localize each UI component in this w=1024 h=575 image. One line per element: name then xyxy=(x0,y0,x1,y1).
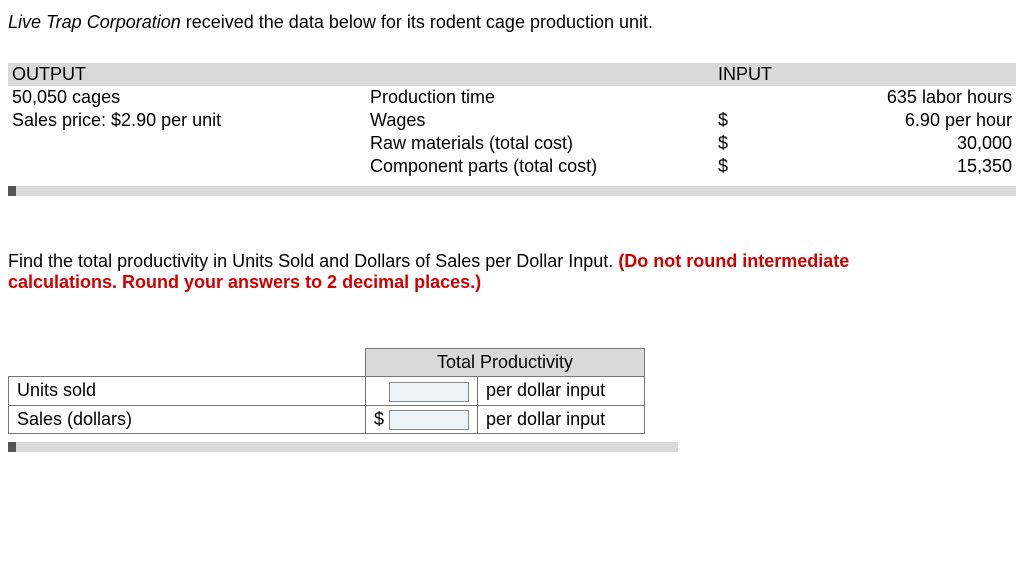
company-name: Live Trap Corporation xyxy=(8,12,181,32)
answer-row-label: Sales (dollars) xyxy=(9,405,366,434)
answer-row-label: Units sold xyxy=(9,377,366,406)
input-value: 30,000 xyxy=(750,132,1016,155)
input-value: 6.90 per hour xyxy=(750,109,1016,132)
answer-unit: per dollar input xyxy=(478,405,645,434)
input-header: INPUT xyxy=(714,63,1016,86)
divider-bar xyxy=(8,186,1016,196)
answer-header: Total Productivity xyxy=(366,349,645,377)
input-label: Wages xyxy=(366,109,714,132)
input-label: Raw materials (total cost) xyxy=(366,132,714,155)
data-table: OUTPUT INPUT 50,050 cages Production tim… xyxy=(8,63,1016,178)
units-sold-input[interactable] xyxy=(389,382,469,402)
answer-prefix: $ xyxy=(374,409,384,429)
intro-rest: received the data below for its rodent c… xyxy=(181,12,653,32)
output-line: Sales price: $2.90 per unit xyxy=(8,109,366,132)
instruction-plain: Find the total productivity in Units Sol… xyxy=(8,251,618,271)
input-prefix: $ xyxy=(714,132,750,155)
input-value: 15,350 xyxy=(750,155,1016,178)
input-label: Production time xyxy=(366,86,714,109)
sales-dollars-input[interactable] xyxy=(389,410,469,430)
instruction-text: Find the total productivity in Units Sol… xyxy=(8,251,908,293)
input-label: Component parts (total cost) xyxy=(366,155,714,178)
output-header: OUTPUT xyxy=(8,63,366,86)
answer-table: Total Productivity Units sold per dollar… xyxy=(8,348,645,434)
input-value: 635 labor hours xyxy=(750,86,1016,109)
divider-bar xyxy=(8,442,678,452)
input-prefix: $ xyxy=(714,109,750,132)
input-prefix xyxy=(714,86,750,109)
output-line: 50,050 cages xyxy=(8,86,366,109)
intro-text: Live Trap Corporation received the data … xyxy=(8,12,1016,33)
input-prefix: $ xyxy=(714,155,750,178)
answer-unit: per dollar input xyxy=(478,377,645,406)
